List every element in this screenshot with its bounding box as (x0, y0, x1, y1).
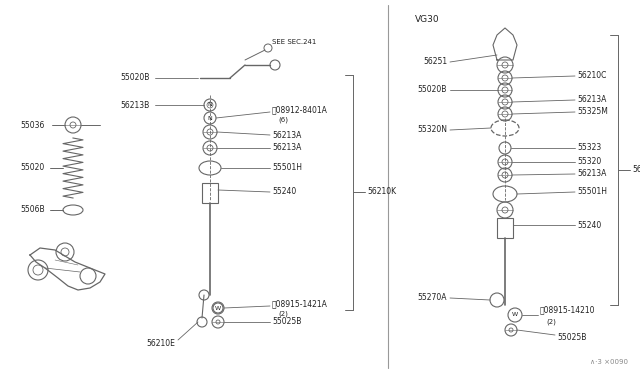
Text: (6): (6) (278, 117, 288, 123)
Text: 55320N: 55320N (417, 125, 447, 135)
Bar (202, 183, 218, 203)
Text: 55240: 55240 (577, 221, 601, 230)
Text: 56213A: 56213A (272, 131, 301, 140)
Text: 55501H: 55501H (577, 187, 607, 196)
Text: 56213A: 56213A (272, 144, 301, 153)
Text: Ⓦ08915-1421A: Ⓦ08915-1421A (272, 299, 328, 308)
Text: 55320: 55320 (577, 157, 601, 167)
Text: SEE SEC.241: SEE SEC.241 (272, 39, 316, 45)
Text: 55325M: 55325M (577, 108, 608, 116)
Text: W: W (215, 305, 221, 311)
Text: 56213A: 56213A (577, 96, 606, 105)
Text: 55025B: 55025B (272, 317, 301, 327)
Text: 55270A: 55270A (417, 294, 447, 302)
Text: 56210E: 56210E (146, 339, 175, 347)
Text: N: N (207, 103, 212, 108)
Text: 55501H: 55501H (272, 164, 302, 173)
Text: 55240: 55240 (272, 187, 296, 196)
Text: VG30: VG30 (415, 16, 440, 25)
Text: 56213A: 56213A (577, 170, 606, 179)
Text: N: N (207, 115, 212, 121)
Text: 56210K: 56210K (367, 187, 396, 196)
Bar (497, 218, 513, 238)
Text: 56210K: 56210K (632, 166, 640, 174)
Text: 56251: 56251 (423, 58, 447, 67)
Text: 55036: 55036 (20, 121, 44, 129)
Text: Ⓦ08915-14210: Ⓦ08915-14210 (540, 305, 595, 314)
Text: 56213B: 56213B (121, 100, 150, 109)
Text: 55020B: 55020B (120, 74, 150, 83)
Text: 5506B: 5506B (20, 205, 45, 215)
Text: ∧·3 ×0090: ∧·3 ×0090 (590, 359, 628, 365)
Text: 55020: 55020 (20, 164, 44, 173)
Text: 55323: 55323 (577, 144, 601, 153)
Text: ⓝ08912-8401A: ⓝ08912-8401A (272, 106, 328, 115)
Text: 56210C: 56210C (577, 71, 606, 80)
Text: 55020B: 55020B (418, 86, 447, 94)
Text: (2): (2) (546, 319, 556, 325)
Text: 55025B: 55025B (557, 333, 586, 341)
Text: (2): (2) (278, 311, 288, 317)
Text: W: W (512, 312, 518, 317)
